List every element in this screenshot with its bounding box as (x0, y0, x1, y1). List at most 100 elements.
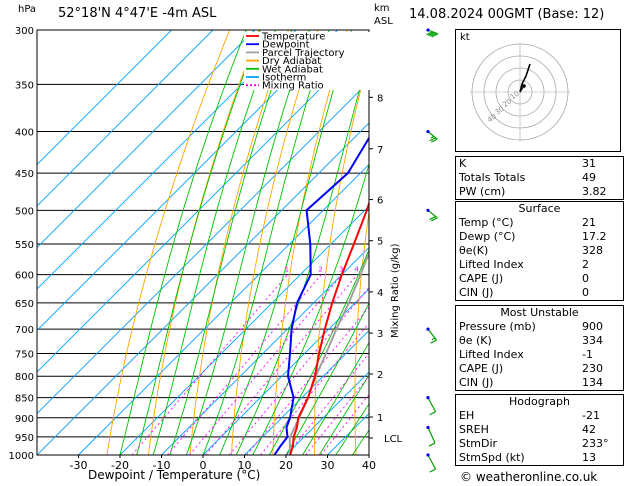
height-tick-label: 5 (377, 237, 383, 248)
mixing-ratio-line (260, 322, 369, 455)
legend-entry: Wet Adiabat (262, 64, 323, 75)
index-value: 3.82 (582, 185, 607, 198)
mixing-ratio-label: 6 (377, 266, 382, 274)
index-value: 230 (582, 362, 603, 375)
mixing-ratio-line (228, 286, 369, 455)
surface-box: Surface Temp (°C) 21 Dewp (°C) 17.2 θe(K) 328… (455, 201, 624, 301)
wind-barb (426, 453, 437, 473)
wind-barb-flag (429, 468, 436, 473)
height-unit-km: km (374, 3, 390, 14)
pressure-tick-label: 350 (15, 80, 34, 91)
pressure-tick-label: 550 (15, 240, 34, 251)
index-row: Lifted Index -1 (456, 348, 623, 362)
wind-barb-flag (430, 339, 437, 344)
height-tick-label: 8 (377, 93, 383, 104)
wet-adiabat-line (136, 30, 261, 455)
index-row: Lifted Index 2 (456, 258, 623, 272)
height-tick-label: LCL (384, 434, 403, 445)
dry-adiabat-line (313, 56, 369, 455)
temperature-tick-label: -20 (111, 459, 129, 472)
wind-barb-base (426, 396, 430, 400)
index-value: 334 (582, 334, 603, 347)
wind-barb-staff (427, 131, 438, 140)
index-label: Pressure (mb) (459, 320, 536, 333)
isotherm-line (37, 122, 369, 455)
pressure-tick-label: 700 (15, 325, 34, 336)
index-label: K (459, 157, 467, 170)
index-row: SREH 42 (456, 423, 623, 437)
wind-barb-base (426, 28, 430, 32)
index-label: Lifted Index (459, 258, 524, 271)
mixing-ratio-axis-label: Mixing Ratio (g/kg) (390, 243, 401, 338)
wet-adiabat-line (269, 248, 369, 455)
index-value: 2 (582, 258, 589, 271)
wind-barb (426, 327, 438, 344)
isotherm-line (37, 39, 369, 373)
index-label: PW (cm) (459, 185, 506, 198)
hodograph-ring-label: 10 (509, 90, 521, 102)
pressure-tick-label: 950 (15, 433, 34, 444)
mixing-ratio-line (189, 274, 343, 455)
index-value: 49 (582, 171, 596, 184)
pressure-tick-label: 500 (15, 206, 34, 217)
mixing-ratio-label: 2 (318, 266, 322, 274)
pressure-tick-label: 750 (15, 349, 34, 360)
index-value: 17.2 (582, 230, 607, 243)
mixing-ratio-line (246, 306, 369, 455)
wind-barb-base (426, 453, 430, 457)
index-row: EH -21 (456, 409, 623, 423)
wind-barb-staff (427, 29, 438, 35)
index-row: CIN (J) 0 (456, 286, 623, 300)
mixing-ratio-line (286, 352, 369, 455)
index-row: Dewp (°C) 17.2 (456, 230, 623, 244)
index-row: Totals Totals 49 (456, 171, 623, 185)
wet-adiabat-line (219, 30, 352, 455)
index-value: 134 (582, 376, 603, 389)
dry-adiabat-line (189, 30, 289, 455)
pressure-tick-label: 800 (15, 372, 34, 383)
index-value: 42 (582, 423, 596, 436)
mixing-ratio-line (320, 394, 369, 455)
index-label: StmSpd (kt) (459, 451, 525, 464)
mixing-ratio-label: 15 (431, 266, 440, 274)
temperature-tick-label: -10 (153, 459, 171, 472)
x-axis-label: Dewpoint / Temperature (°C) (88, 468, 261, 482)
isotherm-line (285, 371, 369, 455)
wet-adiabat-line (302, 341, 369, 455)
surface-title: Surface (518, 202, 561, 215)
index-value: 13 (582, 451, 596, 464)
index-label: θe(K) (459, 244, 489, 257)
pressure-unit-label: hPa (18, 4, 37, 15)
index-label: EH (459, 409, 475, 422)
wind-barb-staff (427, 454, 437, 470)
height-tick-label: 7 (377, 145, 383, 156)
hodograph-ring-label: 40 (486, 113, 498, 125)
legend-entry: Temperature (261, 32, 325, 43)
isotherm-line (37, 30, 214, 207)
index-label: StmDir (459, 437, 498, 450)
hodograph-ring-label: 20 (501, 97, 513, 109)
wind-barb-staff (427, 397, 437, 413)
pressure-tick-label: 300 (15, 26, 34, 37)
wind-barb-flag (428, 442, 436, 447)
wind-barb-flag (429, 411, 436, 416)
wind-barb-base (426, 425, 430, 430)
wind-barb-flag (431, 138, 438, 143)
wet-adiabat-line (185, 30, 310, 455)
isotherm-line (37, 30, 338, 332)
isotherm-line (37, 30, 297, 290)
legend-entry: Isotherm (262, 73, 306, 84)
mixing-ratio-label: 3 (339, 266, 343, 274)
temperature-tick-label: 20 (279, 459, 293, 472)
parcel-trajectory-line (288, 250, 369, 455)
index-row: PW (cm) 3.82 (456, 185, 623, 199)
height-tick-label: 2 (377, 370, 383, 381)
index-label: θe (K) (459, 334, 492, 347)
wind-barb-flag (429, 32, 437, 37)
index-value: 0 (582, 286, 589, 299)
pressure-tick-label: 850 (15, 394, 34, 405)
wind-barb-half-flag (430, 135, 435, 139)
index-label: SREH (459, 423, 489, 436)
temperature-tick-label: 0 (200, 459, 207, 472)
